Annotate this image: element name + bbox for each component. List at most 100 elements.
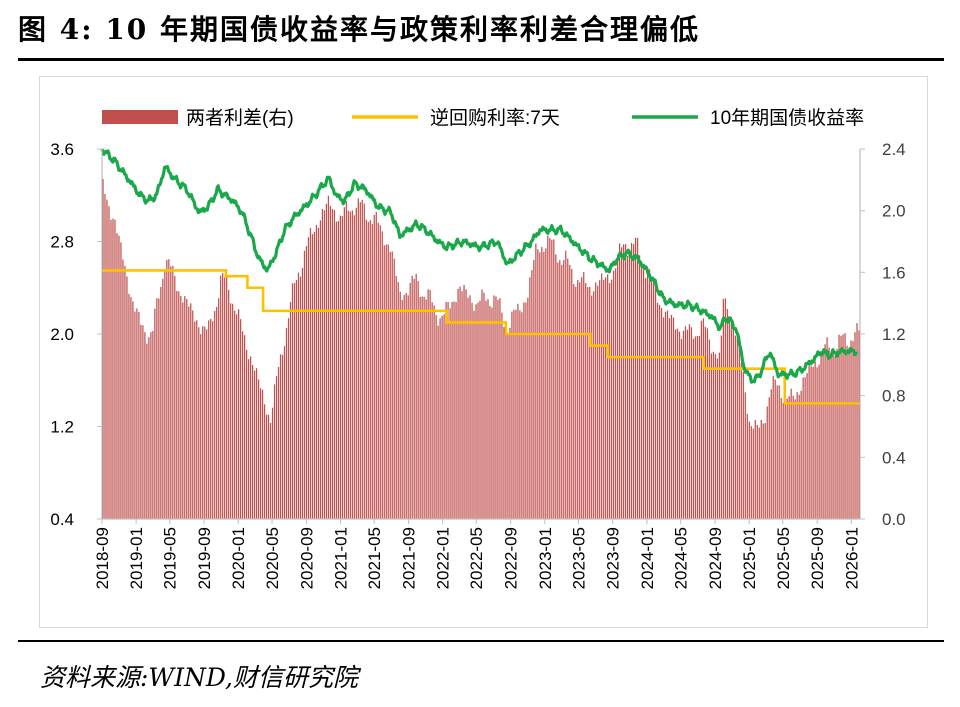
spread-bar [148, 337, 150, 519]
spread-bar [341, 216, 343, 520]
spread-bar [650, 278, 653, 519]
spread-bar [489, 305, 491, 519]
spread-bar [279, 354, 282, 519]
spread-bar [621, 247, 623, 519]
spread-bar [623, 244, 625, 519]
spread-bar [625, 244, 627, 519]
repo-rate-line [102, 269, 860, 405]
spread-bar [710, 353, 713, 519]
spread-bar [463, 284, 465, 519]
spread-bar [142, 325, 144, 519]
x-tick-label: 2019-05 [161, 527, 180, 589]
spread-bar [323, 210, 326, 519]
y-left-tick-label: 2.0 [50, 325, 74, 344]
x-tick-label: 2020-01 [229, 527, 248, 589]
spread-bar [210, 318, 212, 519]
spread-bar [680, 339, 683, 519]
spread-bar [497, 299, 499, 519]
spread-bar [858, 330, 860, 519]
spread-bar [780, 397, 782, 519]
spread-bar [379, 225, 381, 519]
spread-bar [116, 233, 118, 519]
spread-bar [200, 334, 202, 519]
spread-bar [196, 320, 198, 519]
spread-bar [246, 349, 248, 519]
spread-bar [359, 202, 361, 519]
spread-bar [517, 303, 519, 519]
spread-bar [736, 335, 738, 519]
spread-bar [599, 280, 601, 519]
spread-bar [808, 362, 810, 519]
spread-bar [772, 375, 774, 519]
spread-bar [640, 262, 643, 519]
legend-item-repo: 逆回购利率:7天 [352, 107, 560, 129]
spread-bar [575, 286, 577, 519]
spread-bar [433, 305, 435, 519]
spread-bar [259, 388, 262, 519]
spread-bar [263, 404, 266, 519]
spread-bar [682, 330, 685, 519]
x-tick-label: 2020-05 [263, 527, 282, 589]
x-tick-label: 2022-09 [502, 527, 521, 589]
spread-bar [138, 312, 140, 519]
spread-bar [381, 231, 383, 519]
spread-bar [581, 277, 583, 519]
spread-bar [228, 289, 230, 519]
spread-bar [678, 331, 681, 519]
spread-bar [401, 299, 403, 519]
spread-bar [347, 210, 349, 520]
spread-bar [511, 311, 513, 519]
spread-bar [108, 206, 110, 520]
spread-bar [728, 320, 730, 519]
spread-bar [445, 301, 447, 519]
spread-bar [615, 268, 617, 519]
spread-bar [742, 371, 744, 519]
spread-bar [393, 258, 395, 519]
spread-bar [668, 318, 671, 519]
spread-bar [164, 270, 166, 519]
spread-bar [802, 377, 804, 519]
source-note: 资料来源:WIND,财信研究院 [40, 663, 358, 692]
spread-bar [628, 251, 631, 519]
spread-bar [848, 347, 850, 519]
spread-bar [636, 237, 639, 519]
spread-bar [632, 244, 635, 520]
spread-bar [818, 364, 820, 519]
x-tick-label: 2026-01 [842, 527, 861, 589]
spread-bar [301, 268, 304, 519]
spread-bar [714, 353, 716, 519]
spread-bar [309, 228, 312, 519]
spread-bar [423, 296, 425, 519]
spread-bar [363, 203, 365, 519]
spread-bar [854, 332, 856, 519]
spread-bar [491, 307, 493, 519]
x-tick-label: 2020-09 [297, 527, 316, 589]
legend-label: 逆回购利率:7天 [430, 107, 560, 129]
spread-bar [694, 336, 697, 519]
chart-frame: 两者利差(右) 逆回购利率:7天 10年期国债收益率 0.4 1.2 2.0 2.8 3.6… [39, 76, 928, 628]
spread-bar [856, 323, 858, 519]
x-tick-label: 2025-01 [740, 527, 759, 589]
spread-bar [541, 247, 543, 519]
spread-bar [343, 207, 345, 519]
spread-bar [762, 423, 764, 519]
spread-bar [202, 326, 204, 519]
spread-bar [720, 335, 722, 519]
spread-bar [429, 290, 431, 519]
yield-line [100, 148, 859, 384]
spread-bar [692, 338, 695, 519]
spread-bar [471, 302, 473, 519]
spread-bar [658, 304, 661, 519]
spread-bar [782, 403, 784, 519]
spread-bar [503, 327, 505, 519]
legend-item-spread: 两者利差(右) [102, 107, 294, 129]
spread-bar [373, 215, 375, 520]
spread-bar [656, 302, 659, 519]
legend-label: 10年期国债收益率 [710, 107, 864, 129]
spread-bar [644, 278, 647, 519]
spread-bar [265, 414, 268, 519]
spread-bar [234, 310, 236, 519]
spread-bar [730, 317, 732, 519]
spread-bar [351, 210, 353, 520]
spread-bar [299, 276, 302, 519]
